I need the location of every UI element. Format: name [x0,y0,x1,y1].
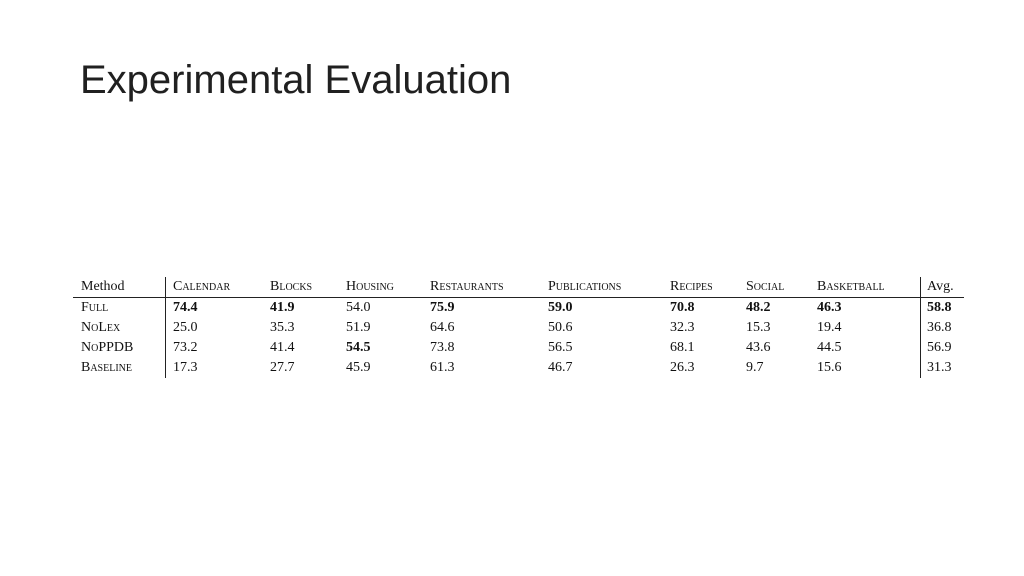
row-method: NoLex [81,320,121,335]
cell-publications: 59.0 [548,300,573,315]
cell-calendar: 25.0 [165,318,270,338]
cell-publications: 46.7 [548,360,573,375]
cell-housing: 45.9 [346,360,371,375]
cell-housing: 54.0 [346,300,371,315]
cell-publications: 50.6 [548,320,573,335]
cell-recipes: 70.8 [670,300,695,315]
header-social: Social [746,277,817,298]
cell-basketball: 46.3 [817,300,842,315]
slide-title: Experimental Evaluation [80,58,512,102]
cell-housing: 51.9 [346,320,371,335]
header-avg: Avg. [919,277,964,298]
header-method: Method [73,277,166,298]
cell-restaurants: 75.9 [430,300,455,315]
cell-blocks: 41.4 [270,340,295,355]
header-recipes: Recipes [670,277,746,298]
cell-basketball: 44.5 [817,340,842,355]
cell-recipes: 68.1 [670,340,695,355]
cell-basketball: 19.4 [817,320,842,335]
cell-blocks: 35.3 [270,320,295,335]
header-basketball: Basketball [817,277,921,298]
table-row: Full 74.4 41.9 54.0 75.9 59.0 70.8 48.2 … [73,297,964,318]
row-method: Baseline [81,360,132,375]
cell-housing: 54.5 [346,340,371,355]
cell-social: 43.6 [746,340,771,355]
table-header-row: Method Calendar Blocks Housing Restauran… [73,277,964,298]
cell-avg: 31.3 [919,358,964,378]
cell-calendar: 17.3 [165,358,270,378]
cell-recipes: 26.3 [670,360,695,375]
cell-restaurants: 61.3 [430,360,455,375]
cell-calendar: 73.2 [165,338,270,358]
header-calendar: Calendar [165,277,270,298]
cell-avg: 58.8 [919,297,964,318]
cell-restaurants: 73.8 [430,340,455,355]
cell-basketball: 15.6 [817,360,842,375]
cell-publications: 56.5 [548,340,573,355]
cell-avg: 56.9 [919,338,964,358]
row-method: NoPPDB [81,340,134,355]
cell-recipes: 32.3 [670,320,695,335]
cell-blocks: 27.7 [270,360,295,375]
cell-restaurants: 64.6 [430,320,455,335]
table-row: NoLex 25.0 35.3 51.9 64.6 50.6 32.3 15.3… [73,318,964,338]
table-row: NoPPDB 73.2 41.4 54.5 73.8 56.5 68.1 43.… [73,338,964,358]
header-blocks: Blocks [270,277,346,298]
cell-calendar: 74.4 [165,297,270,318]
cell-social: 15.3 [746,320,771,335]
cell-avg: 36.8 [919,318,964,338]
header-housing: Housing [346,277,430,298]
header-publications: Publications [548,277,670,298]
cell-social: 48.2 [746,300,771,315]
cell-social: 9.7 [746,360,764,375]
results-table: Method Calendar Blocks Housing Restauran… [73,277,964,378]
row-method: Full [81,300,109,315]
table-row: Baseline 17.3 27.7 45.9 61.3 46.7 26.3 9… [73,358,964,378]
cell-blocks: 41.9 [270,300,295,315]
header-restaurants: Restaurants [430,277,548,298]
results-table-container: Method Calendar Blocks Housing Restauran… [73,277,964,378]
